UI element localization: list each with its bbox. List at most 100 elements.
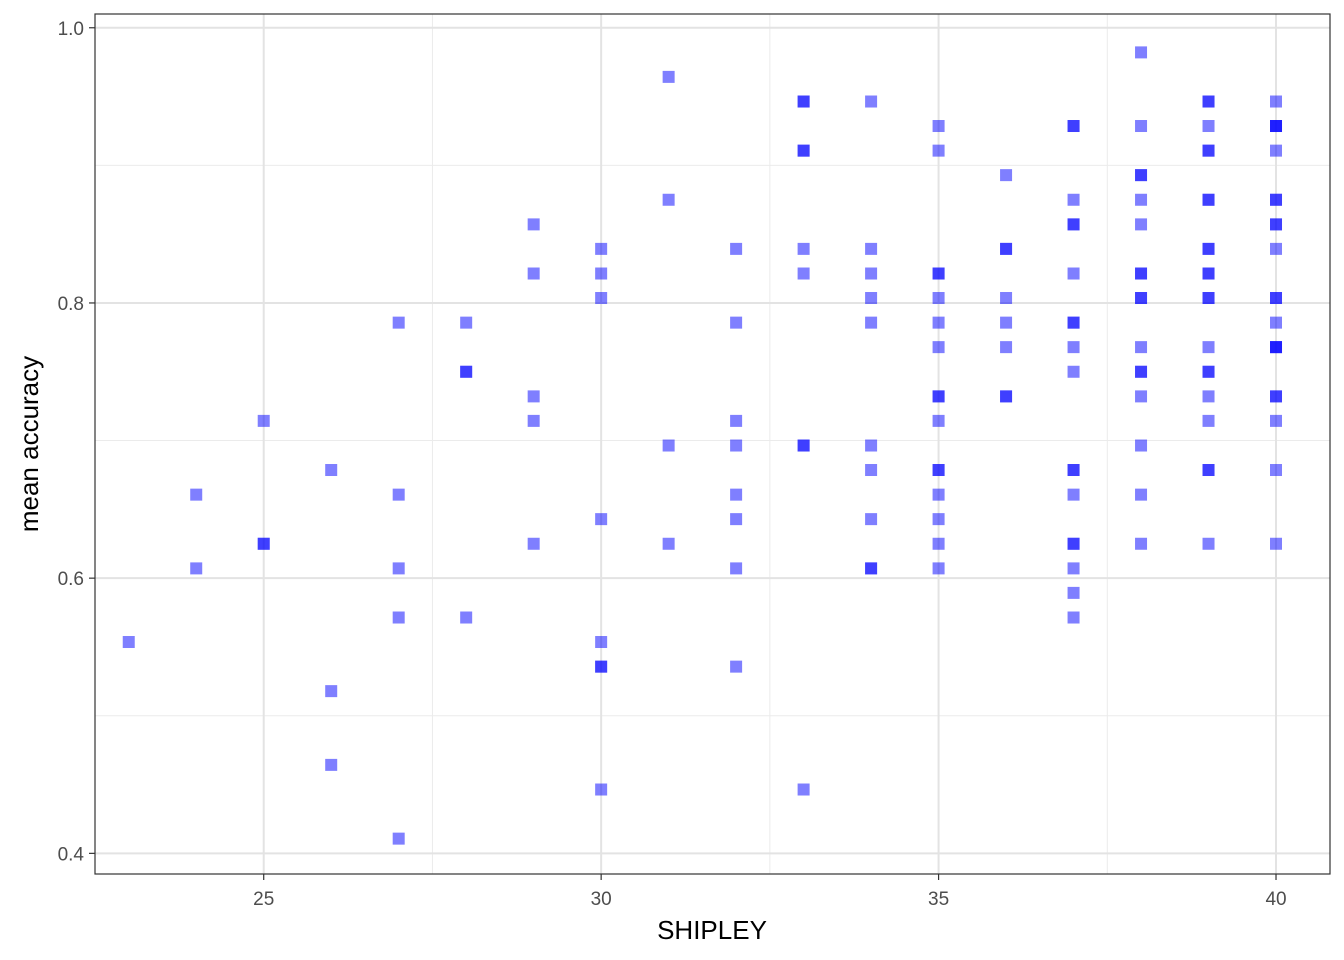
data-point xyxy=(1135,169,1148,182)
data-point xyxy=(392,316,405,329)
panel-border xyxy=(94,13,1331,875)
data-point xyxy=(1202,144,1215,157)
data-point xyxy=(460,611,473,624)
data-point xyxy=(1202,120,1215,133)
data-point xyxy=(1270,464,1283,477)
data-point xyxy=(797,783,810,796)
major-grid xyxy=(95,14,1330,874)
data-point xyxy=(1135,267,1148,280)
data-point xyxy=(1067,586,1080,599)
data-point xyxy=(1135,488,1148,501)
data-point xyxy=(595,636,608,649)
data-point xyxy=(595,660,608,673)
data-point xyxy=(932,488,945,501)
data-point xyxy=(1270,292,1283,305)
x-axis-ticks: 25 30 35 40 xyxy=(253,874,1287,910)
data-point xyxy=(662,439,675,452)
data-point xyxy=(797,144,810,157)
data-point xyxy=(1202,464,1215,477)
data-point xyxy=(865,513,878,526)
data-point xyxy=(932,562,945,575)
data-point xyxy=(325,758,338,771)
data-point xyxy=(1067,218,1080,231)
data-point xyxy=(595,292,608,305)
data-point xyxy=(1067,193,1080,206)
x-tick-label: 30 xyxy=(591,889,612,910)
data-point xyxy=(527,537,540,550)
data-point xyxy=(1202,267,1215,280)
data-point xyxy=(1067,611,1080,624)
x-tick-label: 40 xyxy=(1265,889,1286,910)
data-point xyxy=(865,95,878,108)
data-point xyxy=(932,267,945,280)
data-point xyxy=(730,316,743,329)
data-point xyxy=(527,218,540,231)
y-tick-label: 0.6 xyxy=(58,569,84,590)
data-point xyxy=(1270,390,1283,403)
data-point xyxy=(595,267,608,280)
data-point xyxy=(1067,316,1080,329)
data-point xyxy=(932,144,945,157)
data-point xyxy=(1135,537,1148,550)
data-point xyxy=(190,562,203,575)
data-point xyxy=(932,537,945,550)
data-point xyxy=(730,414,743,427)
data-point xyxy=(1202,414,1215,427)
data-point xyxy=(527,390,540,403)
data-point xyxy=(1067,267,1080,280)
data-point xyxy=(730,660,743,673)
data-point xyxy=(662,537,675,550)
data-point xyxy=(1202,537,1215,550)
data-point xyxy=(1270,193,1283,206)
data-point xyxy=(797,95,810,108)
data-point xyxy=(1135,439,1148,452)
data-point xyxy=(1202,193,1215,206)
data-point xyxy=(932,120,945,133)
data-point xyxy=(1000,292,1013,305)
data-point xyxy=(932,414,945,427)
data-point xyxy=(527,267,540,280)
data-point xyxy=(392,611,405,624)
data-point xyxy=(1270,95,1283,108)
data-point xyxy=(1270,341,1283,354)
data-point xyxy=(1270,144,1283,157)
data-point xyxy=(662,193,675,206)
data-point xyxy=(730,439,743,452)
data-point xyxy=(932,316,945,329)
data-point xyxy=(1135,218,1148,231)
data-point xyxy=(595,242,608,255)
data-point xyxy=(730,488,743,501)
data-point xyxy=(1000,169,1013,182)
x-axis-title: SHIPLEY xyxy=(657,915,767,945)
data-point xyxy=(1000,242,1013,255)
data-point xyxy=(865,316,878,329)
data-point xyxy=(1270,316,1283,329)
data-point xyxy=(1270,242,1283,255)
data-point xyxy=(325,685,338,698)
data-point xyxy=(865,464,878,477)
y-axis-title: mean accuracy xyxy=(14,356,44,532)
data-point xyxy=(932,390,945,403)
data-point xyxy=(1067,120,1080,133)
data-points xyxy=(122,46,1283,845)
data-point xyxy=(1270,414,1283,427)
data-point xyxy=(797,439,810,452)
panel-background xyxy=(95,14,1330,874)
data-point xyxy=(1135,365,1148,378)
data-point xyxy=(392,562,405,575)
data-point xyxy=(460,316,473,329)
data-point xyxy=(1067,365,1080,378)
data-point xyxy=(1067,537,1080,550)
data-point xyxy=(1202,292,1215,305)
data-point xyxy=(595,783,608,796)
y-tick-label: 0.8 xyxy=(58,294,84,315)
data-point xyxy=(1202,390,1215,403)
data-point xyxy=(1135,120,1148,133)
data-point xyxy=(595,513,608,526)
x-tick-label: 35 xyxy=(928,889,949,910)
data-point xyxy=(257,537,270,550)
data-point xyxy=(730,242,743,255)
x-tick-label: 25 xyxy=(253,889,274,910)
data-point xyxy=(1135,46,1148,59)
data-point xyxy=(1067,488,1080,501)
